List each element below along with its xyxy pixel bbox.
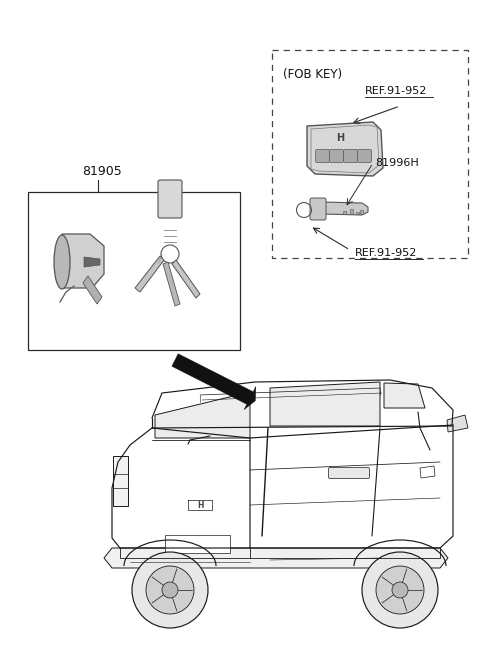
Ellipse shape xyxy=(54,235,70,289)
Text: H: H xyxy=(336,133,344,143)
Polygon shape xyxy=(384,383,425,408)
Polygon shape xyxy=(104,548,448,568)
Polygon shape xyxy=(113,456,128,506)
Text: (FOB KEY): (FOB KEY) xyxy=(283,68,342,81)
Bar xyxy=(165,535,230,553)
Bar xyxy=(343,211,346,214)
Polygon shape xyxy=(163,262,180,306)
Polygon shape xyxy=(447,415,468,432)
FancyBboxPatch shape xyxy=(310,198,326,220)
Circle shape xyxy=(392,582,408,598)
Circle shape xyxy=(162,582,178,598)
Text: 81905: 81905 xyxy=(82,165,122,178)
Polygon shape xyxy=(270,382,380,426)
Bar xyxy=(350,209,353,214)
Polygon shape xyxy=(84,257,100,267)
Text: 81996H: 81996H xyxy=(375,158,419,168)
Polygon shape xyxy=(172,353,256,409)
Circle shape xyxy=(132,552,208,628)
Polygon shape xyxy=(307,122,383,176)
Polygon shape xyxy=(420,466,435,478)
Polygon shape xyxy=(62,234,104,288)
Bar xyxy=(356,212,359,214)
FancyBboxPatch shape xyxy=(329,150,344,162)
Text: REF.91-952: REF.91-952 xyxy=(355,248,418,258)
Polygon shape xyxy=(83,276,102,304)
Polygon shape xyxy=(135,256,164,292)
FancyBboxPatch shape xyxy=(358,150,372,162)
Circle shape xyxy=(146,566,194,614)
FancyBboxPatch shape xyxy=(158,180,182,218)
FancyBboxPatch shape xyxy=(344,150,358,162)
FancyBboxPatch shape xyxy=(315,150,329,162)
Polygon shape xyxy=(322,202,368,215)
Text: REF.91-952: REF.91-952 xyxy=(365,86,427,96)
Bar xyxy=(360,210,363,214)
Polygon shape xyxy=(172,260,200,298)
Polygon shape xyxy=(155,392,250,438)
Circle shape xyxy=(376,566,424,614)
FancyBboxPatch shape xyxy=(328,468,370,478)
Text: H: H xyxy=(197,501,203,509)
Circle shape xyxy=(362,552,438,628)
